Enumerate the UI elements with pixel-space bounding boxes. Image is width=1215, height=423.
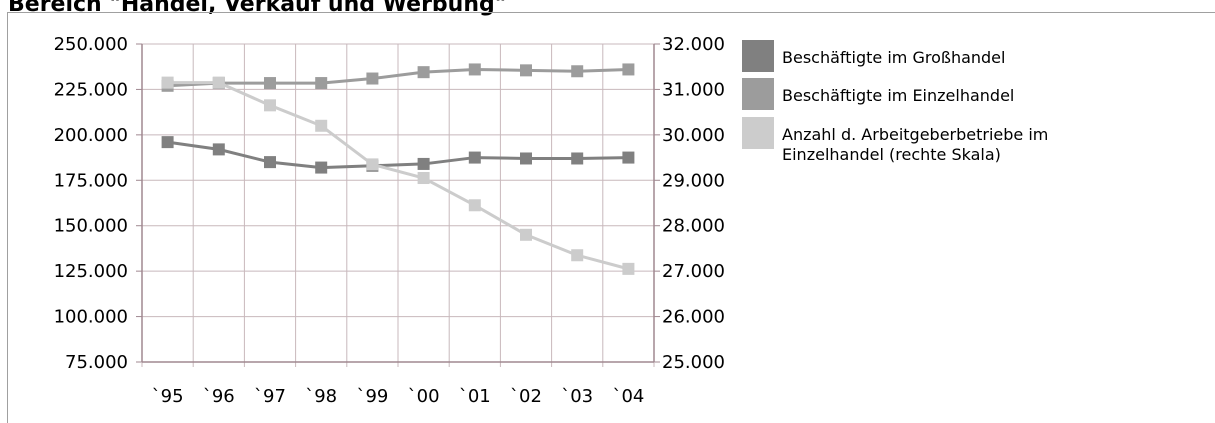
- y-tick-label-left: 200.000: [54, 125, 128, 146]
- data-point: [366, 72, 379, 85]
- legend-swatch: [742, 78, 774, 110]
- data-point: [622, 63, 635, 76]
- data-point: [520, 152, 532, 165]
- y-tick-label-right: 29.000: [662, 170, 725, 191]
- series-line: [167, 67, 629, 88]
- data-point: [622, 151, 635, 164]
- series-line: [167, 140, 629, 170]
- data-point: [212, 76, 225, 89]
- x-tick-label: `98: [305, 386, 337, 407]
- x-tick-label: `99: [356, 386, 388, 407]
- y-tick-label-right: 30.000: [662, 125, 725, 146]
- x-tick-label: `04: [612, 386, 644, 407]
- y-tick-label-left: 75.000: [65, 352, 128, 373]
- data-point: [571, 152, 584, 165]
- data-point: [468, 151, 481, 164]
- legend-label: Einzelhandel (rechte Skala): [782, 145, 1001, 164]
- data-point: [161, 76, 174, 89]
- y-tick-label-right: 25.000: [662, 352, 725, 373]
- data-point: [622, 262, 635, 275]
- x-tick-label: `02: [510, 386, 542, 407]
- data-point: [264, 156, 276, 169]
- legend-label: Anzahl d. Arbeitgeberbetriebe im: [782, 125, 1048, 144]
- data-point: [212, 143, 225, 156]
- y-tick-label-left: 250.000: [54, 34, 128, 55]
- y-tick-label-right: 28.000: [662, 216, 725, 237]
- data-point: [571, 65, 584, 78]
- chart-frame: [7, 12, 1215, 423]
- y-tick-label-left: 125.000: [54, 261, 128, 282]
- x-tick-label: `00: [408, 386, 440, 407]
- y-tick-label-left: 150.000: [54, 216, 128, 237]
- x-tick-label: `97: [254, 386, 286, 407]
- y-tick-label-left: 225.000: [54, 79, 128, 100]
- y-tick-label-left: 100.000: [54, 307, 128, 328]
- data-point: [315, 161, 328, 174]
- data-point: [417, 172, 430, 185]
- data-point: [161, 136, 174, 149]
- series-line: [167, 81, 629, 271]
- x-tick-label: `95: [152, 386, 184, 407]
- y-tick-label-right: 26.000: [662, 307, 725, 328]
- legend-swatch: [742, 117, 774, 149]
- data-point: [264, 99, 276, 112]
- x-tick-label: `01: [459, 386, 491, 407]
- data-point: [417, 66, 430, 79]
- data-point: [264, 77, 276, 90]
- data-point: [468, 199, 481, 212]
- y-tick-label-right: 31.000: [662, 79, 725, 100]
- y-tick-label-right: 32.000: [662, 34, 725, 55]
- data-point: [366, 158, 379, 171]
- data-point: [315, 77, 328, 90]
- x-tick-label: `03: [561, 386, 593, 407]
- data-point: [315, 119, 328, 132]
- x-tick-label: `96: [203, 386, 235, 407]
- legend-label: Beschäftigte im Großhandel: [782, 48, 1005, 67]
- data-point: [520, 228, 532, 241]
- data-point: [571, 249, 584, 262]
- y-tick-label-left: 175.000: [54, 170, 128, 191]
- data-point: [417, 157, 430, 170]
- data-point: [468, 63, 481, 76]
- data-point: [520, 64, 532, 77]
- legend-swatch: [742, 40, 774, 72]
- legend-label: Beschäftigte im Einzelhandel: [782, 86, 1014, 105]
- y-tick-label-right: 27.000: [662, 261, 725, 282]
